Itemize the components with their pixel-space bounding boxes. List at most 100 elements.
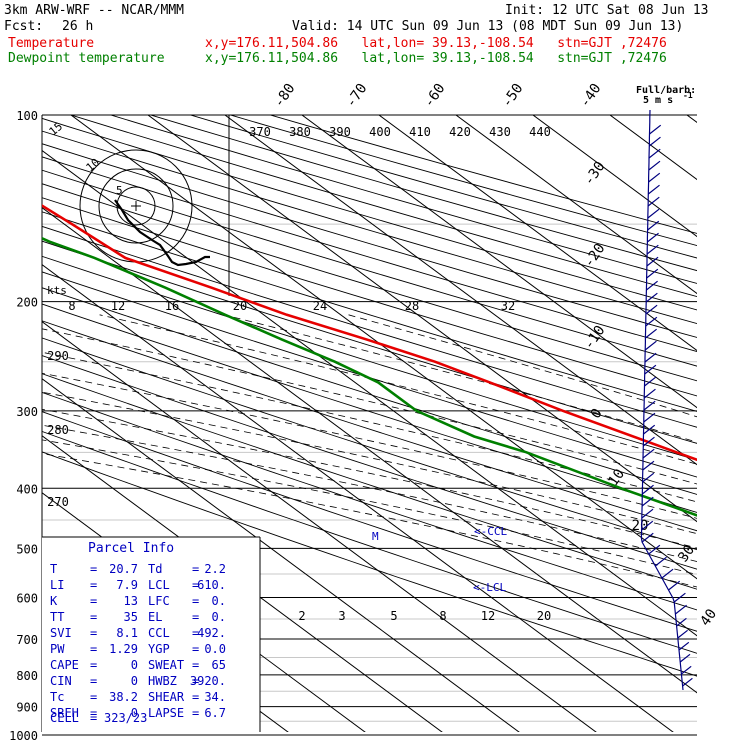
isotherm-line [301, 115, 697, 409]
dry-adiabat-line [42, 430, 697, 654]
wind-barb [648, 136, 661, 147]
wind-barb [641, 508, 654, 519]
isotherm-line [378, 115, 697, 352]
ccl-marker: <-CCL [474, 525, 507, 538]
parcel-equals: = [192, 706, 199, 720]
dry-adiabat-line [42, 211, 697, 412]
parcel-equals: = [90, 626, 97, 640]
pressure-tick-label: 900 [16, 701, 38, 715]
parcel-param-value: 610. [197, 578, 226, 592]
wind-barb [681, 665, 692, 675]
parcel-param-name: LI [50, 578, 64, 592]
wind-barb [646, 268, 659, 279]
valid-time: Valid: 14 UTC Sun 09 Jun 13 (08 MDT Sun … [292, 19, 684, 34]
wind-barb [645, 328, 658, 339]
parcel-param-name: YGP [148, 642, 170, 656]
isotherm-label: 40 [697, 606, 720, 629]
temperature-profile [42, 204, 697, 462]
wind-barb [675, 604, 687, 615]
parcel-param-value: 7.9 [116, 578, 138, 592]
parcel-equals: = [192, 674, 199, 688]
isotherm-label: -30 [581, 159, 609, 189]
potential-temp-label: 440 [529, 125, 551, 139]
wind-barb [648, 160, 661, 171]
mixing-ratio-label: 12 [111, 299, 125, 313]
parcel-equals: = [192, 562, 199, 576]
mixing-ratio-label: 20 [537, 609, 551, 623]
wind-barb [642, 448, 655, 459]
pressure-tick-label: 400 [16, 482, 38, 496]
wind-barb [673, 592, 686, 603]
parcel-param-value: 65 [212, 658, 226, 672]
wind-barb [641, 532, 654, 543]
wind-barb [646, 280, 658, 291]
wind-barb [682, 677, 693, 687]
moist-adiabat-line [42, 424, 697, 562]
wind-barb [645, 304, 658, 315]
init-time: Init: 12 UTC Sat 08 Jun 13 [505, 3, 709, 18]
parcel-equals: = [90, 658, 97, 672]
cell-label: CELL [50, 711, 79, 725]
wind-barb [641, 520, 654, 531]
mixing-ratio-label: 3 [338, 609, 345, 623]
wind-legend-exponent: -1 [683, 91, 693, 100]
cell-equals: = [90, 711, 97, 725]
wind-barb [646, 232, 659, 243]
dry-adiabat-label: 270 [47, 495, 69, 509]
parcel-param-name: CIN [50, 674, 72, 688]
parcel-param-name: Td [148, 562, 162, 576]
parcel-param-value: 20.7 [109, 562, 138, 576]
wind-barb [646, 244, 659, 255]
wind-barb [647, 184, 660, 195]
potential-temp-label: 390 [329, 125, 351, 139]
parcel-param-name: PW [50, 642, 65, 656]
wind-barb [642, 460, 655, 471]
parcel-param-name: SWEAT [148, 658, 184, 672]
wind-legend-title: Full/barb: [636, 85, 696, 96]
parcel-equals: = [192, 642, 199, 656]
pressure-tick-label: 600 [16, 591, 38, 605]
moist-adiabat-line [42, 408, 697, 549]
parcel-param-value: 0 [131, 658, 138, 672]
isotherm-label: 30 [675, 542, 698, 565]
isotherm-label: -60 [421, 81, 449, 111]
isotherm-line [726, 87, 740, 740]
pressure-tick-label: 500 [16, 542, 38, 556]
mixing-ratio-label: 28 [405, 299, 419, 313]
hodograph-ring-5 [116, 186, 156, 226]
parcel-param-name: CCL [148, 626, 170, 640]
isotherm-label: -80 [271, 81, 299, 111]
mixing-ratio-label: 8 [439, 609, 446, 623]
parcel-param-name: HWBZ [148, 674, 177, 688]
wind-staff [640, 109, 684, 691]
mixing-ratio-label: 12 [481, 609, 495, 623]
parcel-param-name: SREH [50, 706, 79, 720]
isotherm-label: -40 [577, 81, 605, 111]
parcel-param-name: TT [50, 610, 64, 624]
isotherm-line [42, 206, 697, 694]
mixing-ratio-label: 5 [390, 609, 397, 623]
isotherm-line [42, 378, 520, 732]
wind-barb [644, 376, 657, 387]
parcel-equals: = [192, 690, 199, 704]
parcel-param-name: LFC [148, 594, 170, 608]
wind-barbs [640, 109, 693, 691]
hodograph-ring-label: 15 [47, 120, 66, 138]
mixing-ratio-label: 24 [313, 299, 327, 313]
parcel-param-name: SHEAR [148, 690, 185, 704]
wind-barb [644, 352, 657, 363]
wind-barb [643, 412, 656, 423]
dry-adiabat-line [42, 303, 697, 513]
parcel-param-value: 0.0 [204, 642, 226, 656]
wind-barb [648, 544, 661, 555]
dry-adiabat-line [42, 451, 697, 677]
dry-adiabat-line [42, 169, 697, 367]
parcel-param-value: 3920. [190, 674, 226, 688]
dry-adiabat-line [42, 240, 697, 444]
parcel-param-value: 35 [124, 610, 138, 624]
wind-barb [678, 641, 690, 651]
parcel-equals: = [192, 626, 199, 640]
parcel-equals: = [90, 642, 97, 656]
parcel-equals: = [192, 658, 199, 672]
wind-barb [649, 124, 662, 135]
